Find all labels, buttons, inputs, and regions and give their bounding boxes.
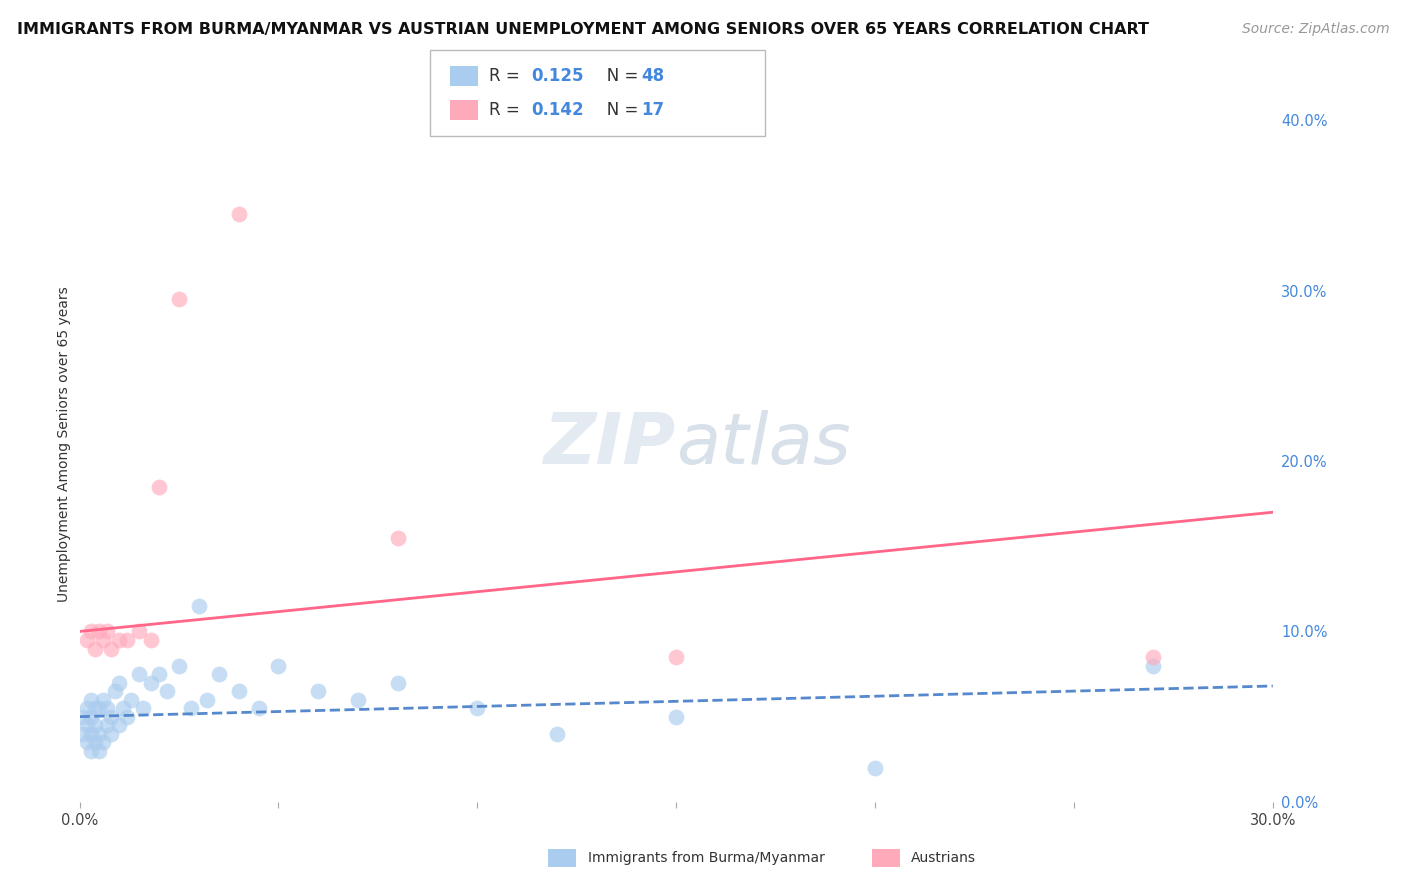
- Point: [128, 624, 150, 639]
- Point: [167, 658, 190, 673]
- Point: [863, 761, 886, 775]
- Point: [84, 718, 107, 732]
- Point: [167, 293, 190, 307]
- Point: [120, 692, 142, 706]
- Point: [96, 718, 118, 732]
- Point: [108, 632, 131, 647]
- Text: Austrians: Austrians: [911, 851, 976, 865]
- Point: [307, 684, 329, 698]
- Point: [100, 727, 122, 741]
- Point: [93, 735, 115, 749]
- Point: [80, 692, 103, 706]
- Point: [104, 684, 127, 698]
- Point: [100, 709, 122, 723]
- Point: [93, 692, 115, 706]
- Point: [96, 624, 118, 639]
- Text: N =: N =: [591, 67, 643, 85]
- Point: [80, 744, 103, 758]
- Point: [76, 632, 98, 647]
- Point: [387, 675, 409, 690]
- Point: [100, 641, 122, 656]
- Point: [228, 684, 250, 698]
- Point: [84, 701, 107, 715]
- Text: N =: N =: [591, 101, 643, 119]
- Point: [665, 709, 688, 723]
- Y-axis label: Unemployment Among Seniors over 65 years: Unemployment Among Seniors over 65 years: [58, 286, 72, 602]
- Text: 0.125: 0.125: [531, 67, 583, 85]
- Point: [128, 667, 150, 681]
- Text: 48: 48: [641, 67, 664, 85]
- Text: atlas: atlas: [676, 409, 851, 479]
- Point: [76, 718, 98, 732]
- Point: [117, 709, 139, 723]
- Point: [208, 667, 231, 681]
- Point: [148, 480, 170, 494]
- Text: ZIP: ZIP: [544, 409, 676, 479]
- Point: [80, 709, 103, 723]
- Point: [89, 624, 111, 639]
- Point: [347, 692, 370, 706]
- Point: [267, 658, 290, 673]
- Text: 0.142: 0.142: [531, 101, 583, 119]
- Point: [80, 727, 103, 741]
- Point: [148, 667, 170, 681]
- Point: [112, 701, 135, 715]
- Point: [84, 641, 107, 656]
- Point: [89, 727, 111, 741]
- Point: [76, 735, 98, 749]
- Point: [195, 692, 218, 706]
- Point: [72, 709, 94, 723]
- Point: [465, 701, 488, 715]
- Text: Immigrants from Burma/Myanmar: Immigrants from Burma/Myanmar: [588, 851, 824, 865]
- Point: [72, 727, 94, 741]
- Text: R =: R =: [489, 67, 526, 85]
- Point: [180, 701, 202, 715]
- Point: [1142, 658, 1164, 673]
- Point: [76, 701, 98, 715]
- Point: [89, 701, 111, 715]
- Text: Source: ZipAtlas.com: Source: ZipAtlas.com: [1241, 22, 1389, 37]
- Text: R =: R =: [489, 101, 526, 119]
- Point: [84, 735, 107, 749]
- Point: [117, 632, 139, 647]
- Point: [139, 675, 162, 690]
- Point: [80, 624, 103, 639]
- Text: IMMIGRANTS FROM BURMA/MYANMAR VS AUSTRIAN UNEMPLOYMENT AMONG SENIORS OVER 65 YEA: IMMIGRANTS FROM BURMA/MYANMAR VS AUSTRIA…: [17, 22, 1149, 37]
- Point: [156, 684, 179, 698]
- Point: [108, 675, 131, 690]
- Point: [546, 727, 568, 741]
- Point: [89, 744, 111, 758]
- Point: [93, 632, 115, 647]
- Point: [132, 701, 155, 715]
- Point: [139, 632, 162, 647]
- Point: [228, 207, 250, 221]
- Point: [96, 701, 118, 715]
- Point: [187, 599, 209, 613]
- Text: 17: 17: [641, 101, 664, 119]
- Point: [1142, 650, 1164, 665]
- Point: [387, 531, 409, 545]
- Point: [247, 701, 270, 715]
- Point: [665, 650, 688, 665]
- Point: [108, 718, 131, 732]
